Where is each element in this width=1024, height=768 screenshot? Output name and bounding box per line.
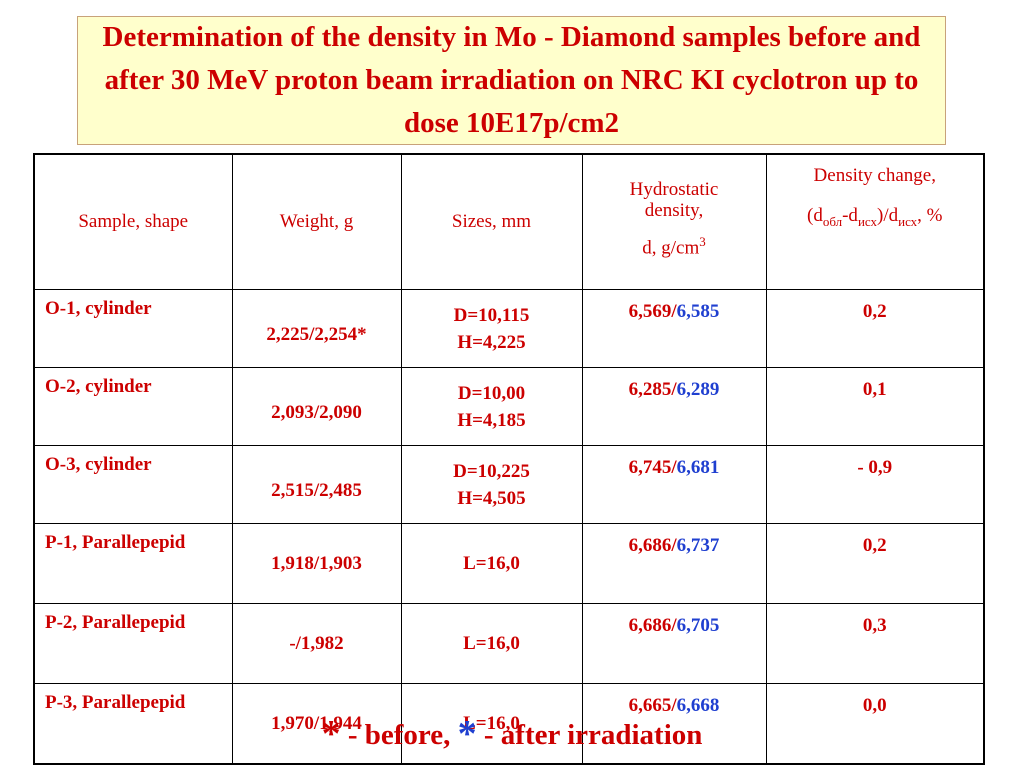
header-hydro-line2: density, (644, 200, 704, 221)
cell-sizes: D=10,225 H=4,505 (400, 445, 583, 524)
table-row: P-3, Parallepepid 1,970/1,944 L=16,0 6,6… (33, 683, 985, 765)
footnote: * - before, * - after irradiation (0, 712, 1024, 756)
header-hydro-line3: d, g/cm3 (642, 231, 706, 258)
header-sizes: Sizes, mm (400, 153, 583, 290)
cell-change: 0,1 (765, 367, 985, 446)
density-before: 6,665/ (628, 695, 677, 716)
table-row: O-3, cylinder 2,515/2,485 D=10,225 H=4,50… (33, 445, 985, 524)
header-change-line1: Density change, (813, 165, 936, 186)
header-hydrostatic-density: Hydrostatic density, d, g/cm3 (581, 153, 767, 290)
cell-change: - 0,9 (765, 445, 985, 524)
cell-sizes: L=16,0 (400, 523, 583, 604)
density-after: 6,681 (676, 457, 720, 478)
table-row: O-1, cylinder 2,225/2,254* D=10,115 H=4,2… (33, 289, 985, 368)
density-after: 6,705 (676, 615, 720, 636)
cell-density: 6,686/6,705 (581, 603, 767, 684)
cell-change: 0,2 (765, 523, 985, 604)
density-before: 6,686/ (628, 535, 677, 556)
title-box: Determination of the density in Mo - Dia… (77, 16, 946, 145)
cell-sample: O-2, cylinder (33, 367, 233, 446)
header-density-change: Density change, (dобл-dисх)/dисх, % (765, 153, 985, 290)
cell-weight: 1,970/1,944 (231, 683, 402, 765)
cell-sizes: L=16,0 (400, 603, 583, 684)
density-after: 6,737 (676, 535, 720, 556)
cell-sample: P-3, Parallepepid (33, 683, 233, 765)
density-after: 6,668 (676, 695, 720, 716)
cell-change: 0,0 (765, 683, 985, 765)
formula-mid: -d (842, 205, 858, 226)
header-weight: Weight, g (231, 153, 402, 290)
cell-weight: 2,225/2,254* (231, 289, 402, 368)
footnote-before: - before, (347, 719, 451, 751)
cell-size2: H=4,225 (457, 331, 526, 353)
cell-density: 6,285/6,289 (581, 367, 767, 446)
cell-density: 6,745/6,681 (581, 445, 767, 524)
formula-div: )/d (877, 205, 899, 226)
page-title: Determination of the density in Mo - Dia… (102, 21, 921, 139)
density-after: 6,585 (676, 301, 720, 322)
cell-size1: D=10,00 (457, 382, 526, 404)
cell-sample: P-1, Parallepepid (33, 523, 233, 604)
formula-sub2: исх (857, 213, 877, 229)
density-before: 6,285/ (628, 379, 677, 400)
cell-size1: D=10,225 (453, 460, 530, 482)
table-row: O-2, cylinder 2,093/2,090 D=10,00 H=4,185… (33, 367, 985, 446)
cell-change: 0,3 (765, 603, 985, 684)
cell-weight: 2,515/2,485 (231, 445, 402, 524)
cell-sizes: D=10,115 H=4,225 (400, 289, 583, 368)
cell-change: 0,2 (765, 289, 985, 368)
before-asterisk: * (321, 713, 341, 755)
header-hydro-sup: 3 (699, 234, 706, 249)
table-row: P-2, Parallepepid -/1,982 L=16,0 6,686/6… (33, 603, 985, 684)
cell-sizes: D=10,00 H=4,185 (400, 367, 583, 446)
footnote-after: - after irradiation (483, 719, 703, 751)
cell-density: 6,686/6,737 (581, 523, 767, 604)
formula-sub1: обл (822, 213, 843, 229)
density-before: 6,569/ (628, 301, 677, 322)
formula-open: (d (807, 205, 823, 226)
density-before: 6,686/ (628, 615, 677, 636)
header-sample: Sample, shape (33, 153, 233, 290)
density-table: Sample, shape Weight, g Sizes, mm Hydros… (33, 153, 985, 765)
header-hydro-line1: Hydrostatic (629, 179, 719, 200)
density-before: 6,745/ (628, 457, 677, 478)
header-change-formula: (dобл-dисх)/dисх, % (807, 205, 943, 230)
cell-sample: O-3, cylinder (33, 445, 233, 524)
formula-end: , % (917, 205, 943, 226)
table-header-row: Sample, shape Weight, g Sizes, mm Hydros… (33, 153, 985, 290)
cell-sample: P-2, Parallepepid (33, 603, 233, 684)
density-after: 6,289 (676, 379, 720, 400)
cell-weight: -/1,982 (231, 603, 402, 684)
cell-density: 6,569/6,585 (581, 289, 767, 368)
cell-density: 6,665/6,668 (581, 683, 767, 765)
cell-weight: 2,093/2,090 (231, 367, 402, 446)
after-asterisk: * (457, 713, 477, 755)
cell-size2: H=4,505 (457, 487, 526, 509)
table-row: P-1, Parallepepid 1,918/1,903 L=16,0 6,6… (33, 523, 985, 604)
cell-size2: H=4,185 (457, 409, 526, 431)
header-hydro-unit: d, g/cm (642, 237, 700, 259)
cell-sample: O-1, cylinder (33, 289, 233, 368)
cell-weight: 1,918/1,903 (231, 523, 402, 604)
formula-sub3: исх (898, 213, 918, 229)
cell-size1: D=10,115 (453, 304, 530, 326)
